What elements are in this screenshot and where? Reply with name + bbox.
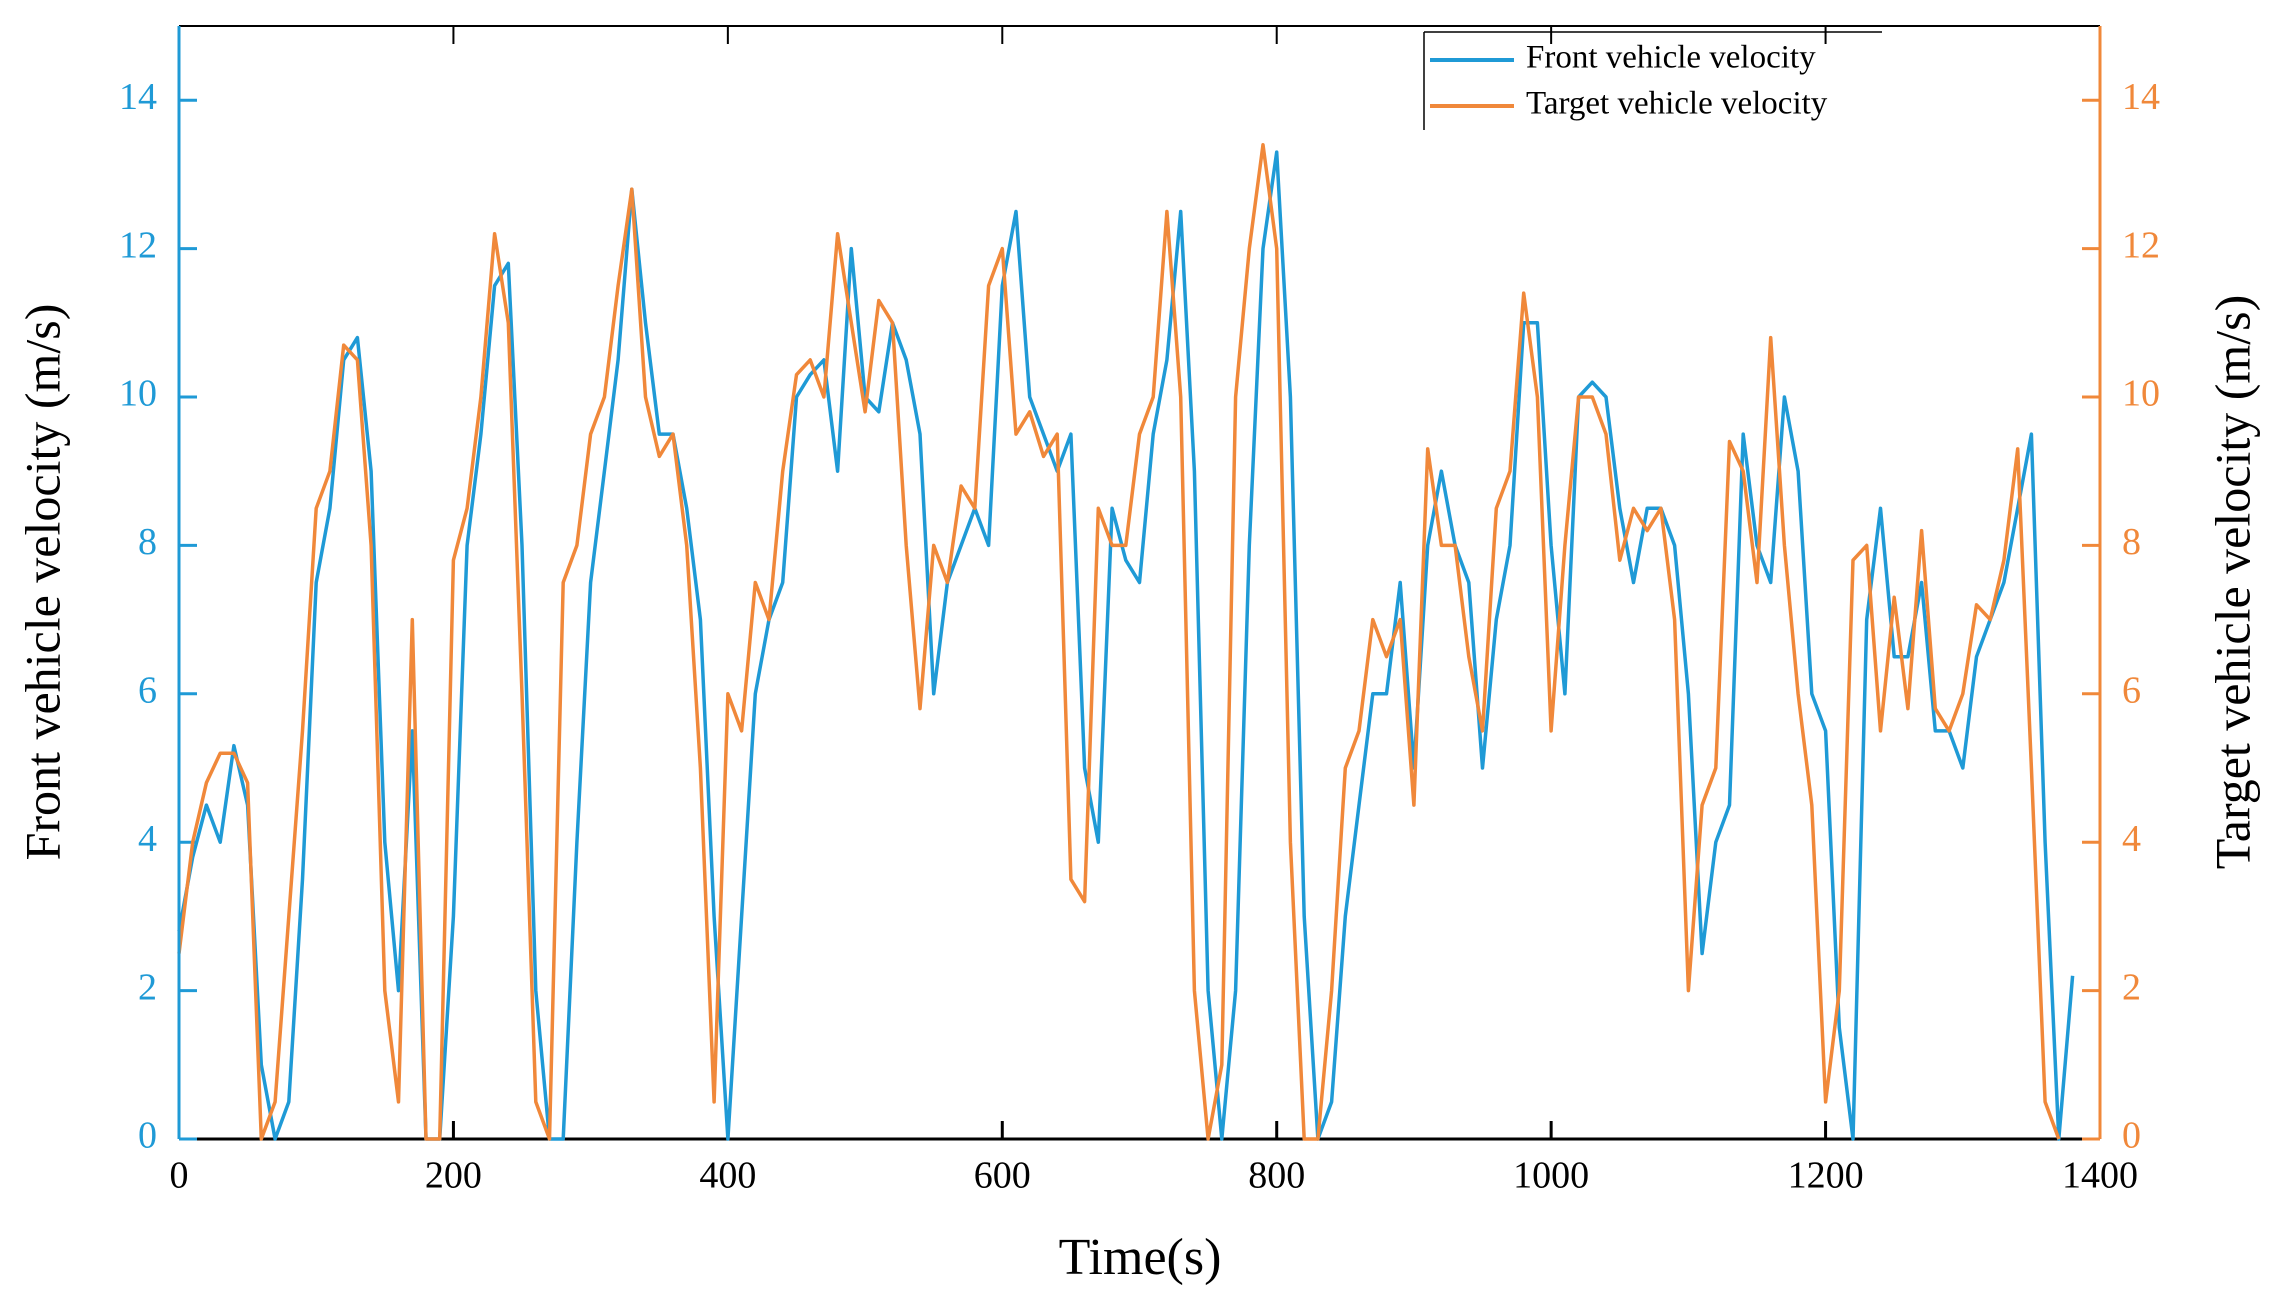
series-line — [177, 150, 2075, 1141]
y2-tick-label: 0 — [2122, 1115, 2141, 1157]
y-tick-label: 2 — [138, 966, 157, 1008]
y2-tick-label: 12 — [2122, 224, 2160, 266]
y2-tick-label: 4 — [2122, 818, 2141, 860]
y-tick-label: 8 — [138, 521, 157, 563]
y2-axis-title: Target vehicle velocity (m/s) — [2204, 295, 2260, 870]
y2-tick-label: 2 — [2122, 966, 2141, 1008]
y-axis-title: Front vehicle velocity (m/s) — [14, 304, 70, 861]
y-tick-label: 14 — [119, 76, 157, 118]
y2-tick-label: 8 — [2122, 521, 2141, 563]
y-tick-label: 6 — [138, 670, 157, 712]
x-tick-label: 0 — [170, 1155, 189, 1197]
series-line — [177, 142, 2061, 1141]
x-tick-label: 1200 — [1788, 1155, 1864, 1197]
y-tick-label: 10 — [119, 373, 157, 415]
x-tick-label: 600 — [974, 1155, 1031, 1197]
y2-tick-label: 10 — [2122, 373, 2160, 415]
x-tick-label: 400 — [699, 1155, 756, 1197]
x-axis-title: Time(s) — [1059, 1229, 1222, 1286]
y-tick-label: 12 — [119, 224, 157, 266]
x-tick-label: 1000 — [1513, 1155, 1589, 1197]
x-tick-label: 200 — [425, 1155, 482, 1197]
y-tick-label: 0 — [138, 1115, 157, 1157]
y2-tick-label: 6 — [2122, 670, 2141, 712]
y2-tick-label: 14 — [2122, 76, 2160, 118]
x-tick-label: 1400 — [2062, 1155, 2138, 1197]
x-tick-label: 800 — [1248, 1155, 1305, 1197]
legend-label: Target vehicle velocity — [1526, 86, 1828, 122]
legend-label: Front vehicle velocity — [1526, 40, 1816, 76]
y-tick-label: 4 — [138, 818, 157, 860]
